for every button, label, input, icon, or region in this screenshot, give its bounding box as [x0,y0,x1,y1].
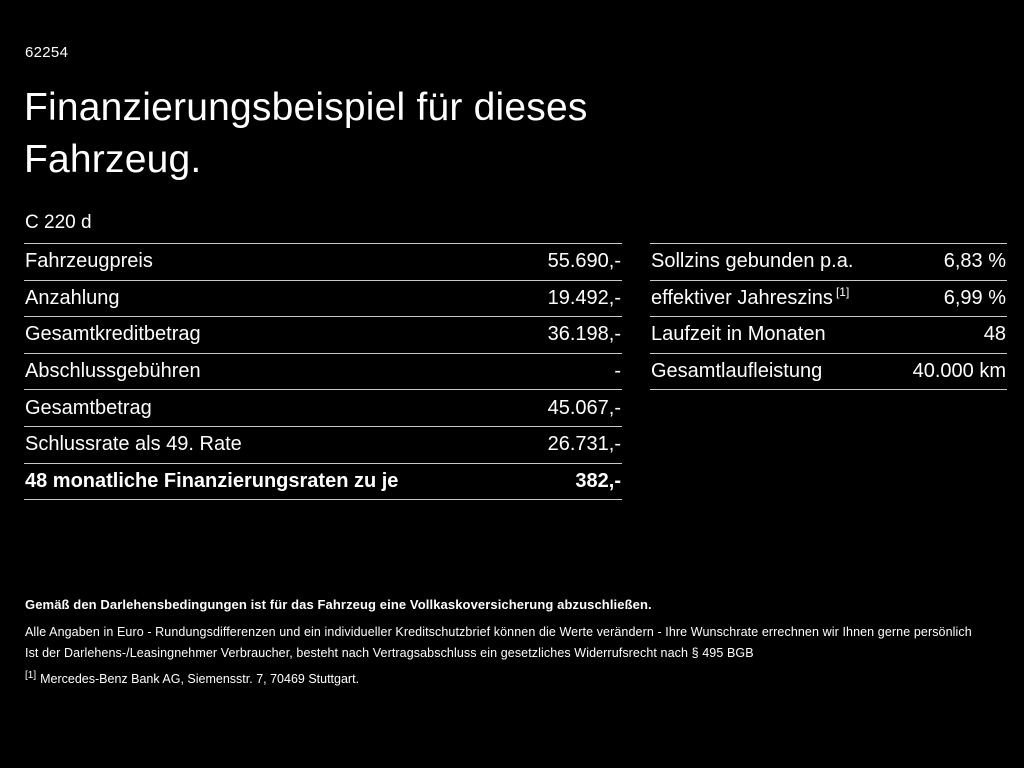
row-label: Sollzins gebunden p.a. [651,250,854,273]
row-value: 55.690,- [547,250,621,273]
row-value: - [614,360,621,383]
disclaimer-line: Ist der Darlehens-/Leasingnehmer Verbrau… [25,646,754,660]
row-value: 45.067,- [547,396,621,419]
row-label: effektiver Jahreszins [1] [651,285,850,309]
row-label: Fahrzeugpreis [25,250,153,273]
footnote-text: Mercedes-Benz Bank AG, Siemensstr. 7, 70… [40,672,360,686]
page-title: Finanzierungsbeispiel für dieses Fahrzeu… [24,82,588,187]
table-row-monthly-rate: 48 monatliche Finanzierungsraten zu je 3… [24,462,622,500]
table-row: Schlussrate als 49. Rate 26.731,- [24,425,622,463]
row-label: Gesamtlaufleistung [651,360,823,383]
table-row: Sollzins gebunden p.a. 6,83 % [650,243,1007,280]
row-value: 48 [983,323,1006,346]
legal-footer: Gemäß den Darlehensbedingungen ist für d… [25,597,1001,686]
table-row: Gesamtbetrag 45.067,- [24,389,622,426]
footnote-marker: [1] [25,669,37,681]
row-value: 19.492,- [547,286,621,309]
footnote: [1] Mercedes-Benz Bank AG, Siemensstr. 7,… [25,669,1001,686]
table-row: Gesamtkreditbetrag 36.198,- [24,316,622,353]
row-value: 36.198,- [547,323,621,346]
row-value: 382,- [575,469,621,492]
page-title-line2: Fahrzeug. [24,138,202,182]
row-label: Laufzeit in Monaten [651,323,826,346]
row-label: Gesamtkreditbetrag [25,323,201,346]
vehicle-model: C 220 d [25,212,92,233]
page-title-line1: Finanzierungsbeispiel für dieses [24,86,588,129]
document-number: 62254 [25,44,69,61]
conditions-table: Sollzins gebunden p.a. 6,83 % effektiver… [650,243,1007,391]
row-label: Schlussrate als 49. Rate [25,433,242,456]
disclaimer-line: Alle Angaben in Euro - Rundungsdifferenz… [25,625,972,639]
row-value: 6,83 % [943,250,1006,273]
financing-table: Fahrzeugpreis 55.690,- Anzahlung 19.492,… [24,243,622,501]
row-label: Gesamtbetrag [25,396,152,419]
table-row: Abschlussgebühren - [24,352,622,390]
row-label: 48 monatliche Finanzierungsraten zu je [25,469,399,492]
table-row: Laufzeit in Monaten 48 [650,316,1007,353]
table-row: Gesamtlaufleistung 40.000 km [650,352,1007,390]
table-row: effektiver Jahreszins [1] 6,99 % [650,279,1007,317]
footnote-marker: [1] [835,285,850,300]
row-label: Abschlussgebühren [25,360,201,383]
row-value: 26.731,- [547,433,621,456]
row-value: 6,99 % [943,286,1006,309]
table-row: Anzahlung 19.492,- [24,279,622,317]
row-label: Anzahlung [25,286,120,309]
row-value: 40.000 km [912,360,1006,383]
financing-details: Fahrzeugpreis 55.690,- Anzahlung 19.492,… [24,243,1007,501]
table-row: Fahrzeugpreis 55.690,- [24,243,622,280]
insurance-note: Gemäß den Darlehensbedingungen ist für d… [25,597,652,612]
